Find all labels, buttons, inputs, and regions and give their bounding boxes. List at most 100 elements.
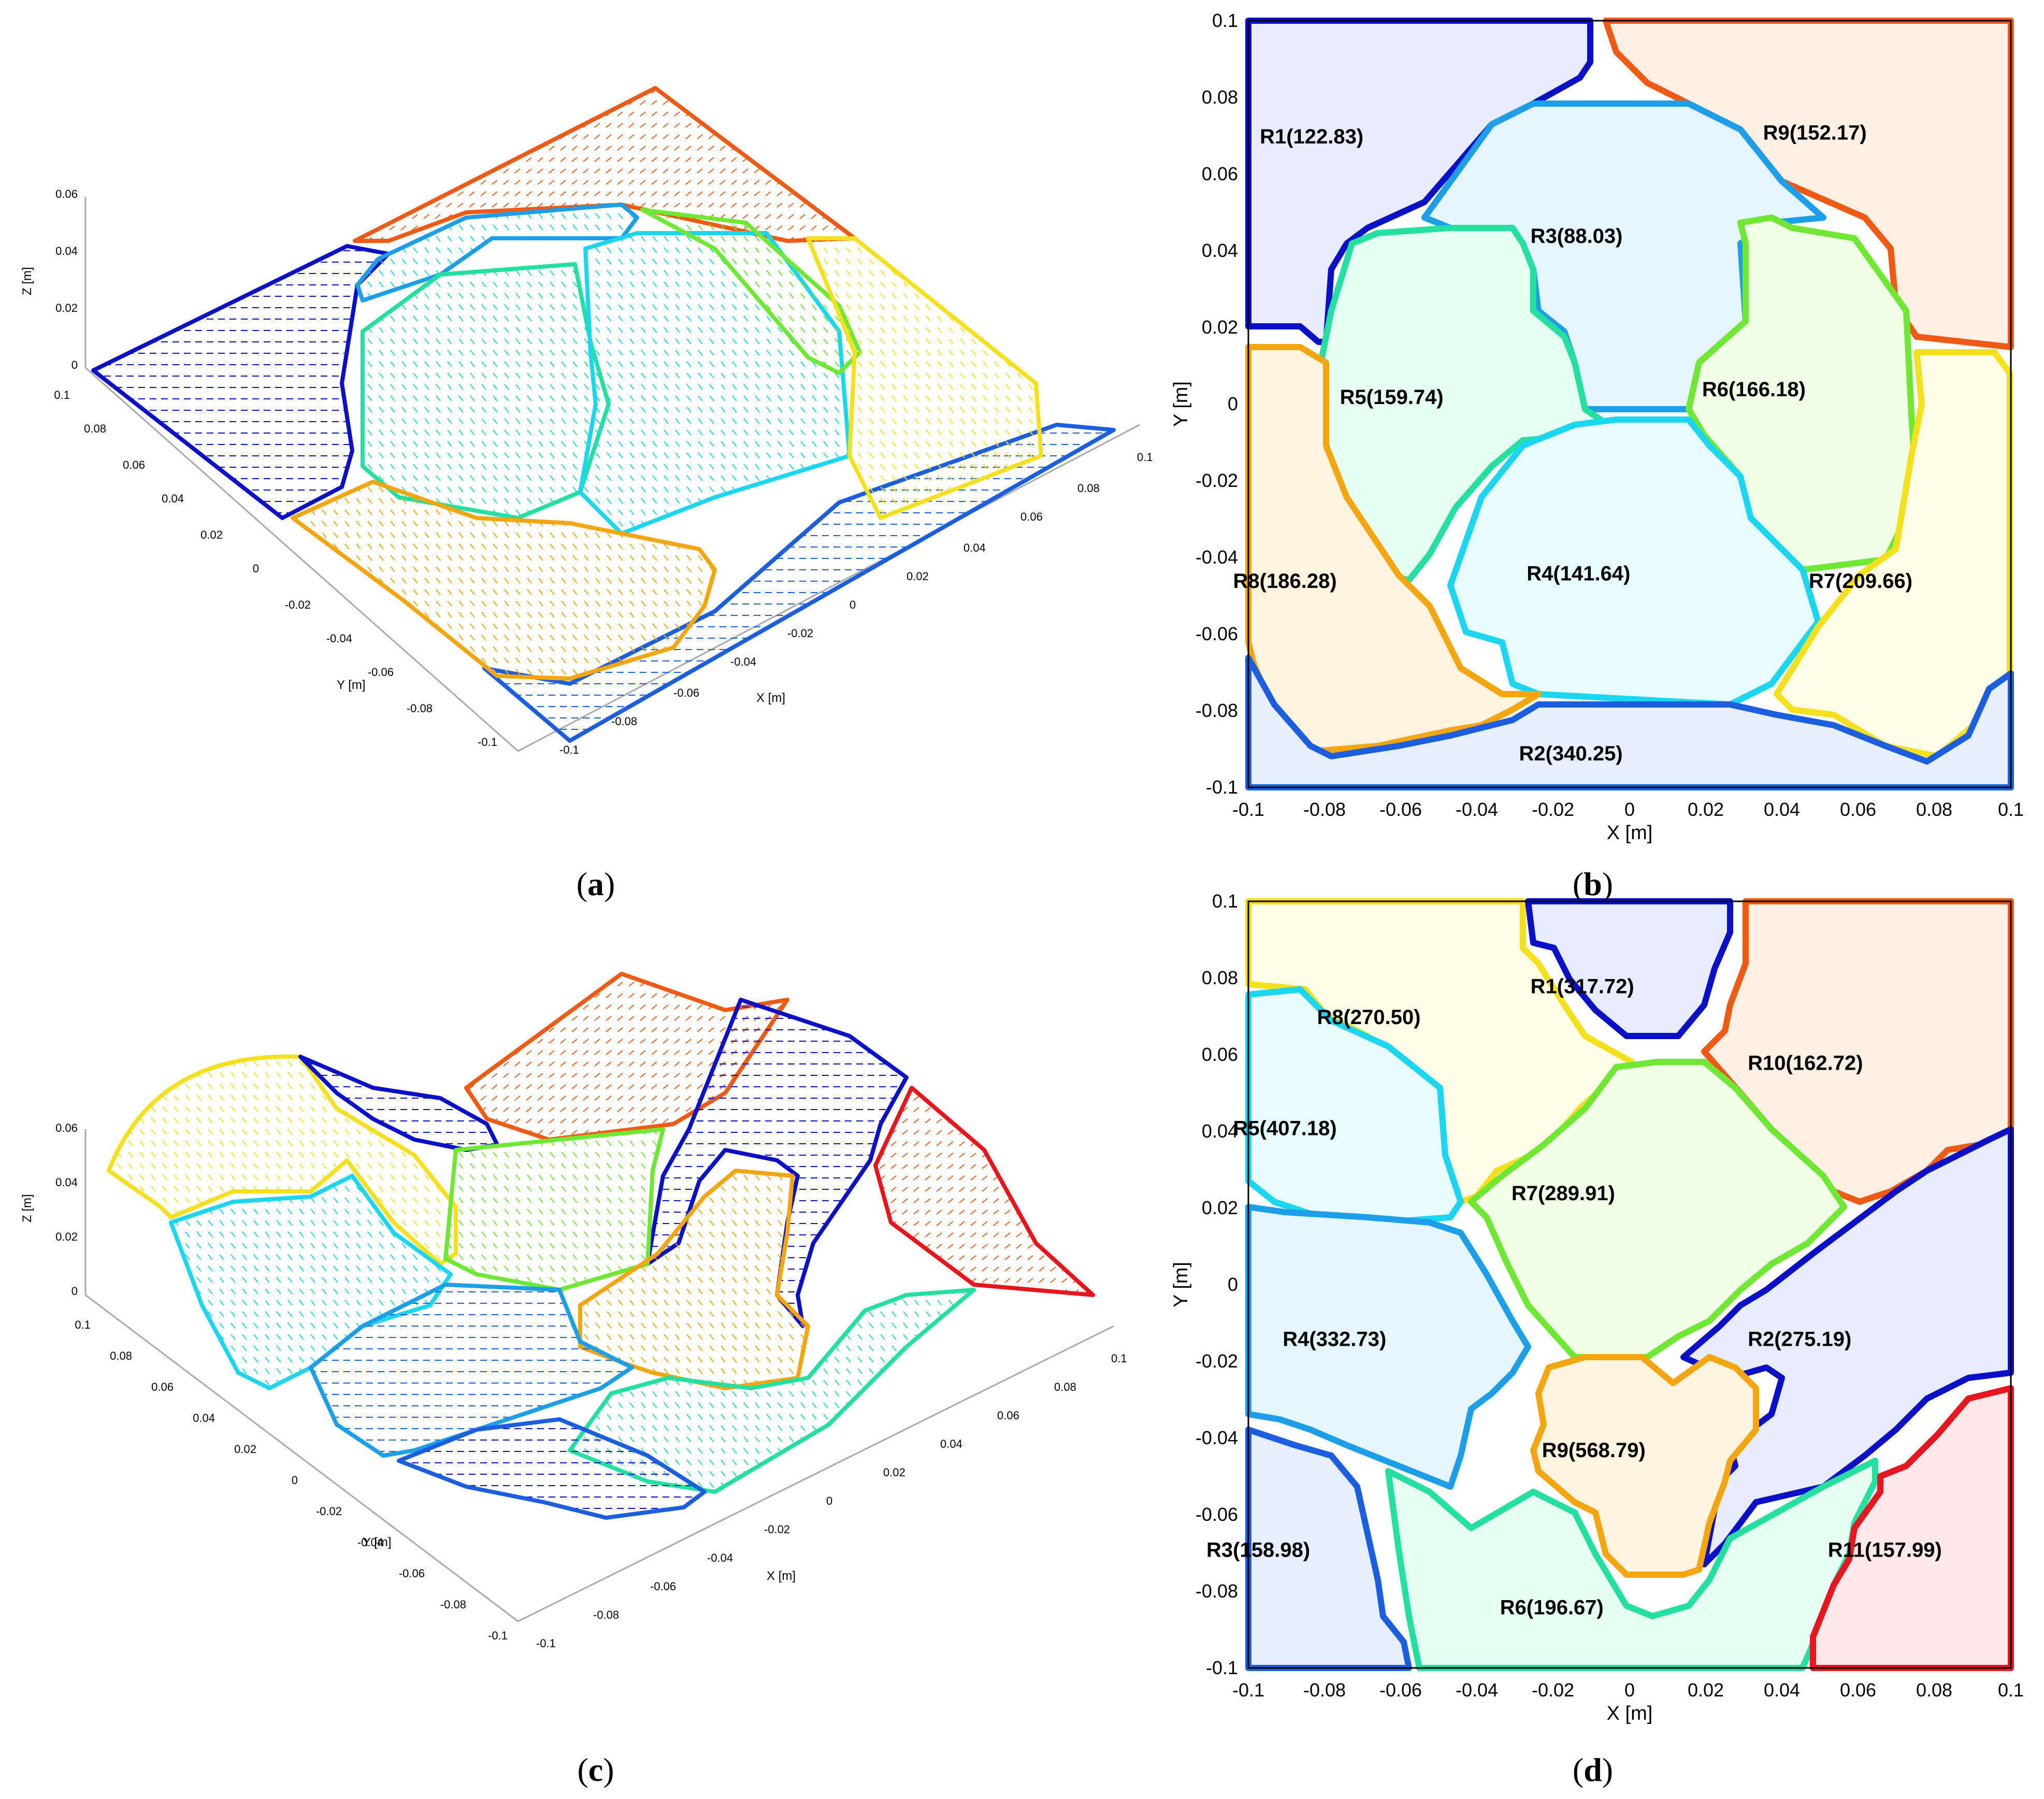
svg-text:-0.06: -0.06 (650, 1580, 676, 1593)
panel-d-y-ticks: 0.1 0.08 0.06 0.04 0.02 0 -0.02 -0.04 -0… (1196, 890, 1238, 1678)
caption-d: (d) (1572, 1751, 1614, 1788)
svg-text:0: 0 (850, 598, 856, 611)
svg-text:-0.08: -0.08 (1196, 700, 1238, 721)
svg-text:-0.04: -0.04 (357, 1536, 383, 1549)
svg-text:0.08: 0.08 (1077, 482, 1100, 495)
svg-text:-0.06: -0.06 (1379, 1679, 1422, 1701)
svg-text:-0.08: -0.08 (1303, 1679, 1346, 1701)
svg-text:-0.06: -0.06 (1196, 1504, 1238, 1525)
region-label: R9(568.79) (1542, 1439, 1646, 1462)
panel-a-z-ticks: 0.06 0.04 0.02 0 (55, 188, 78, 371)
svg-text:-0.1: -0.1 (1232, 799, 1264, 820)
svg-text:0.06: 0.06 (151, 1380, 174, 1393)
svg-text:0.04: 0.04 (1764, 799, 1800, 820)
panel-c-z-ticks: 0.06 0.04 0.02 0 (55, 1121, 78, 1298)
svg-text:0.1: 0.1 (1111, 1352, 1127, 1365)
panel-c-regions (107, 972, 1095, 1520)
svg-text:-0.04: -0.04 (326, 632, 352, 645)
svg-text:-0.02: -0.02 (1532, 799, 1574, 820)
panel-a-x-ticks: 0.1 0.08 0.06 0.04 0.02 0 -0.02 -0.04 -0… (559, 451, 1153, 756)
svg-text:0.04: 0.04 (193, 1412, 215, 1424)
region-label: R4(141.64) (1527, 562, 1630, 585)
svg-text:-0.04: -0.04 (1196, 1427, 1238, 1448)
svg-text:-0.02: -0.02 (787, 627, 813, 640)
svg-text:0.1: 0.1 (75, 1318, 91, 1331)
svg-text:0: 0 (71, 1285, 78, 1298)
region-label: R7(289.91) (1512, 1182, 1615, 1205)
svg-text:0.06: 0.06 (1840, 799, 1876, 820)
panel-d-y-label: Y [m] (1170, 1262, 1192, 1307)
svg-text:0.08: 0.08 (1202, 967, 1238, 988)
svg-text:-0.04: -0.04 (1456, 1679, 1498, 1701)
svg-text:0.1: 0.1 (1998, 1679, 2024, 1701)
svg-text:0.04: 0.04 (55, 244, 78, 257)
svg-text:0.06: 0.06 (55, 1121, 78, 1134)
svg-text:0.02: 0.02 (1688, 799, 1724, 820)
svg-text:0: 0 (1624, 799, 1635, 820)
region-label: R10(162.72) (1748, 1052, 1863, 1075)
panel-a-x-label: X [m] (756, 691, 785, 705)
svg-text:-0.1: -0.1 (1232, 1679, 1264, 1701)
panel-d-x-ticks: -0.1 -0.08 -0.06 -0.04 -0.02 0 0.02 0.04… (1232, 1679, 2024, 1701)
svg-text:-0.08: -0.08 (1196, 1580, 1238, 1602)
region-label: R5(407.18) (1233, 1117, 1337, 1140)
svg-text:0.08: 0.08 (1916, 1679, 1952, 1701)
panel-d-x-label: X [m] (1607, 1703, 1653, 1724)
svg-text:-0.04: -0.04 (730, 655, 756, 668)
panel-b-y-ticks: 0.1 0.08 0.06 0.04 0.02 0 -0.02 -0.04 -0… (1196, 10, 1238, 798)
svg-text:0.04: 0.04 (940, 1437, 962, 1450)
svg-text:-0.06: -0.06 (1379, 799, 1422, 820)
region-label: R3(158.98) (1206, 1538, 1310, 1561)
svg-text:-0.06: -0.06 (399, 1567, 425, 1580)
svg-text:-0.08: -0.08 (440, 1598, 466, 1611)
svg-text:-0.08: -0.08 (1303, 799, 1346, 820)
region-label: R6(196.67) (1500, 1596, 1604, 1619)
panel-a-3d-plot: 0.06 0.04 0.02 0 Z [m] 0.1 0.08 0.06 0.0… (20, 86, 1153, 756)
svg-text:-0.1: -0.1 (1206, 776, 1238, 798)
svg-text:0.04: 0.04 (963, 541, 986, 554)
svg-text:0.02: 0.02 (883, 1466, 905, 1479)
svg-text:-0.02: -0.02 (285, 598, 311, 611)
svg-text:0.04: 0.04 (1202, 240, 1238, 261)
svg-text:0.08: 0.08 (110, 1349, 132, 1362)
svg-text:0.08: 0.08 (1916, 799, 1952, 820)
panel-a-y-label: Y [m] (337, 678, 366, 692)
panel-d-region-labels: R1(317.72) R8(270.50) R10(162.72) R5(407.18… (1206, 975, 1942, 1619)
panel-c-3d-plot: 0.06 0.04 0.02 0 Z [m] 0.1 0.08 0.06 0.0… (20, 972, 1127, 1650)
region-label: R8(186.28) (1233, 570, 1337, 593)
panel-b-region-labels: R1(122.83) R9(152.17) R3(88.03) R5(159.74) R… (1233, 121, 1912, 765)
svg-text:0: 0 (292, 1474, 298, 1487)
svg-text:0.02: 0.02 (234, 1443, 256, 1456)
svg-text:0.06: 0.06 (55, 188, 78, 200)
svg-text:-0.02: -0.02 (1196, 1350, 1238, 1372)
region-label: R4(332.73) (1283, 1328, 1386, 1350)
svg-text:0.06: 0.06 (1202, 1044, 1238, 1065)
region-label: R2(275.19) (1748, 1328, 1851, 1350)
region-label: R5(159.74) (1340, 386, 1444, 409)
panel-a-regions (91, 86, 1116, 743)
svg-text:0: 0 (1228, 393, 1238, 414)
svg-text:0.06: 0.06 (1020, 510, 1043, 523)
svg-text:0.04: 0.04 (55, 1176, 78, 1189)
svg-text:-0.02: -0.02 (1532, 1679, 1574, 1701)
panel-c-z-label: Z [m] (20, 1194, 34, 1222)
svg-text:-0.06: -0.06 (368, 666, 394, 679)
svg-text:0.04: 0.04 (1764, 1679, 1800, 1701)
panel-c-y-label: Y [m] (363, 1535, 392, 1549)
svg-text:-0.1: -0.1 (1206, 1657, 1238, 1678)
caption-b: (b) (1572, 866, 1614, 902)
svg-text:0.1: 0.1 (1212, 890, 1238, 912)
svg-text:0: 0 (71, 358, 78, 371)
panel-c-x-label: X [m] (767, 1569, 796, 1583)
panel-d-regions (1245, 898, 2014, 1671)
svg-text:0.08: 0.08 (1054, 1380, 1076, 1393)
svg-text:0.04: 0.04 (1202, 1120, 1238, 1142)
svg-text:0.1: 0.1 (1212, 10, 1238, 31)
svg-text:-0.08: -0.08 (407, 702, 433, 715)
panel-b-x-ticks: -0.1 -0.08 -0.06 -0.04 -0.02 0 0.02 0.04… (1232, 799, 2024, 820)
panel-d-axes (1247, 900, 2012, 1669)
svg-text:0.1: 0.1 (1998, 799, 2024, 820)
svg-text:0.02: 0.02 (1202, 1197, 1238, 1218)
panel-b-regions (1245, 18, 2014, 790)
svg-text:0.02: 0.02 (55, 1230, 78, 1243)
